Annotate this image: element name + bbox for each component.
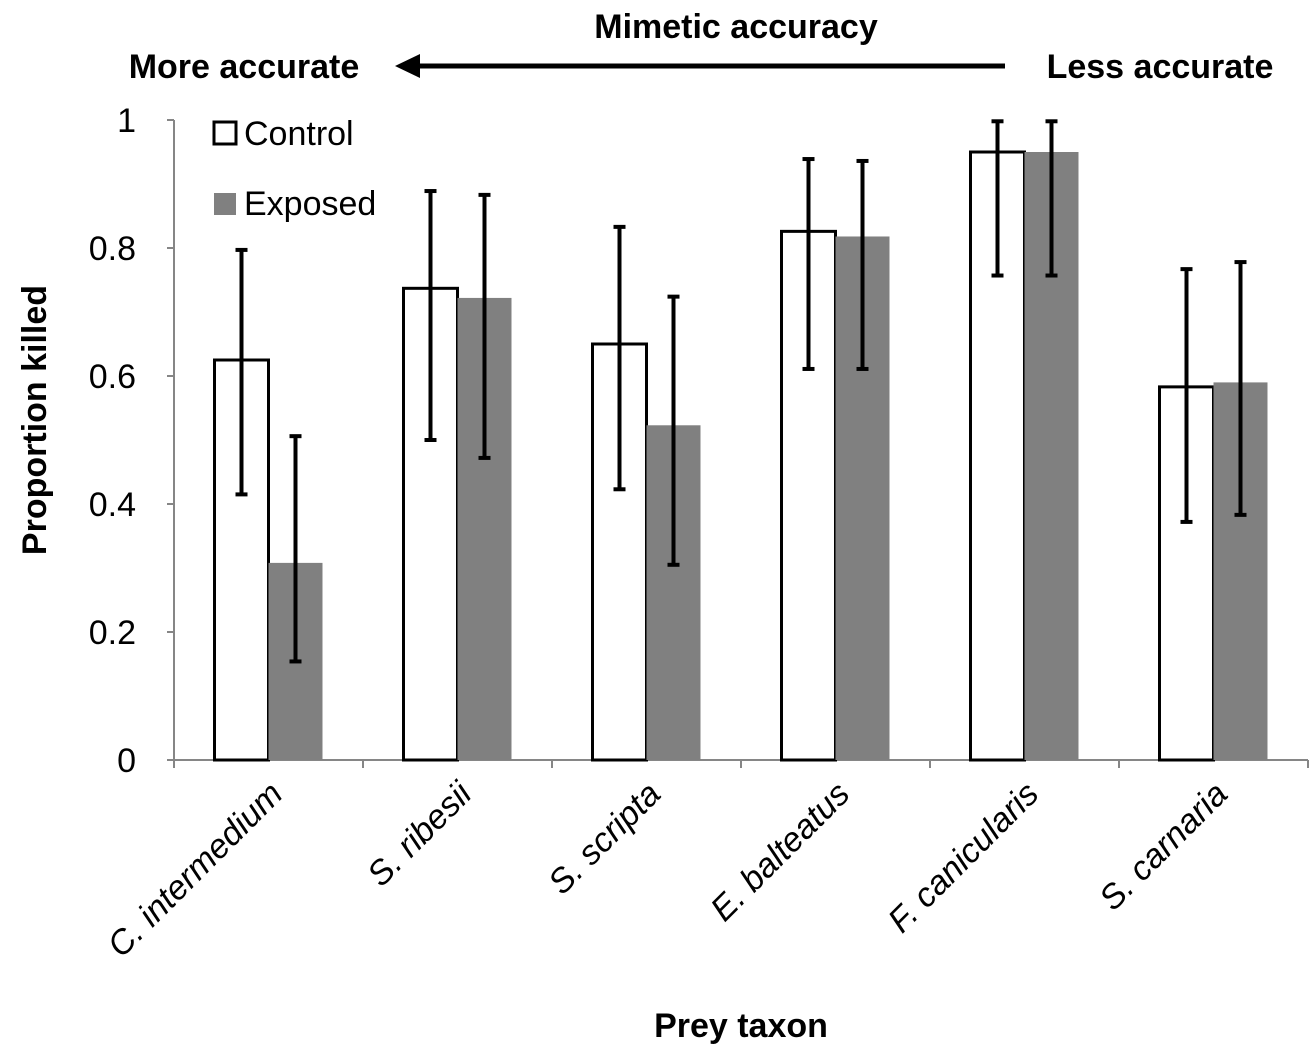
bars (213, 150, 1268, 762)
legend-swatch-exposed (214, 193, 236, 215)
x-tick-label: C. intermedium (100, 775, 290, 965)
x-tick-label: E. balteatus (703, 775, 857, 929)
legend-label-control: Control (244, 115, 354, 153)
y-tick-label: 0.4 (89, 486, 136, 524)
x-tick-label: F. canicularis (881, 775, 1046, 940)
annotation-title: Mimetic accuracy (594, 8, 878, 46)
x-tick-label: S. carnaria (1092, 775, 1235, 918)
y-tick-label: 0.2 (89, 614, 136, 652)
x-tick-label: S. ribesii (360, 774, 480, 894)
x-axis-ticks: C. intermedium S. ribesii S. scripta E. bal… (100, 760, 1309, 965)
legend: Control Exposed (212, 115, 376, 223)
y-tick-label: 0.6 (89, 358, 136, 396)
bar-control (591, 342, 648, 762)
bar-control (213, 358, 270, 762)
legend-label-exposed: Exposed (244, 185, 376, 223)
annotation-more-accurate: More accurate (129, 48, 360, 86)
error-bars (235, 119, 1247, 664)
y-tick-label: 1 (117, 102, 136, 140)
y-tick-label: 0.8 (89, 230, 136, 268)
y-tick-label: 0 (117, 742, 136, 780)
x-tick-label: S. scripta (541, 775, 668, 902)
legend-swatch-control (212, 120, 238, 146)
annotation-less-accurate: Less accurate (1047, 48, 1274, 86)
y-axis-ticks: 0 0.2 0.4 0.6 0.8 1 (89, 102, 174, 780)
accuracy-arrow (395, 54, 1005, 78)
x-axis-title: Prey taxon (654, 1007, 828, 1045)
y-axis-title: Proportion killed (16, 285, 54, 555)
